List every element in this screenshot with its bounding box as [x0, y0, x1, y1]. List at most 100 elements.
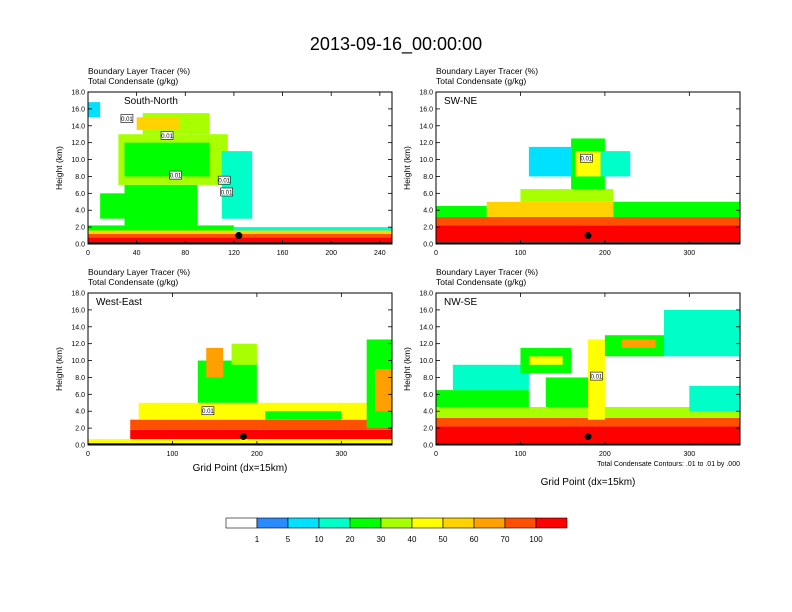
colorbar-label: 30 — [377, 535, 386, 544]
contour-label: 0.01 — [161, 134, 173, 140]
x-axis-label: Grid Point (dx=15km) — [193, 463, 288, 474]
tracer-band — [486, 201, 639, 217]
y-tick-label: 16.0 — [71, 106, 85, 113]
panel-label: West-East — [96, 297, 142, 308]
colorbar-swatch — [287, 517, 320, 529]
x-tick-label: 100 — [515, 451, 527, 458]
tracer-band — [88, 225, 234, 231]
tracer-band — [130, 429, 392, 440]
tracer-band — [88, 230, 392, 234]
panel-sw-ne: Boundary Layer Tracer (%)Total Condensat… — [402, 66, 741, 257]
colorbar-label: 100 — [529, 535, 543, 544]
colorbar-swatch — [411, 517, 444, 529]
x-tick-label: 0 — [434, 250, 438, 257]
y-tick-label: 8.0 — [75, 174, 85, 181]
x-tick-label: 300 — [683, 250, 695, 257]
y-tick-label: 4.0 — [75, 409, 85, 416]
page-title: 2013-09-16_00:00:00 — [310, 34, 482, 55]
y-tick-label: 0.0 — [423, 443, 433, 450]
panel-title-line: Total Condensate (g/kg) — [88, 76, 178, 86]
y-tick-label: 18.0 — [71, 90, 85, 97]
y-tick-label: 14.0 — [419, 123, 433, 130]
panel-south-north: Boundary Layer Tracer (%)Total Condensat… — [54, 66, 393, 257]
x-tick-label: 240 — [374, 250, 386, 257]
contour-label: 0.01 — [591, 375, 603, 381]
contour-label-box — [220, 187, 233, 197]
colorbar-swatch — [504, 517, 537, 529]
x-tick-label: 160 — [277, 250, 289, 257]
colorbar-label: 60 — [470, 535, 479, 544]
location-marker — [235, 232, 243, 240]
y-tick-label: 6.0 — [75, 191, 85, 198]
tracer-band — [600, 151, 631, 177]
tracer-band — [88, 237, 392, 243]
x-tick-label: 200 — [251, 451, 263, 458]
x-tick-label: 200 — [325, 250, 337, 257]
x-tick-label: 100 — [515, 250, 527, 257]
tracer-band — [436, 206, 487, 217]
colorbar-swatch — [318, 517, 351, 529]
colorbar-swatch — [225, 517, 258, 529]
tracer-band — [130, 419, 392, 430]
colorbar-label: 40 — [408, 535, 417, 544]
y-tick-label: 18.0 — [71, 291, 85, 298]
y-tick-label: 16.0 — [419, 307, 433, 314]
plot-frame — [435, 292, 741, 446]
panel-title-line: Boundary Layer Tracer (%) — [88, 66, 190, 76]
location-marker — [239, 433, 247, 441]
y-tick-label: 12.0 — [71, 341, 85, 348]
terrain — [88, 242, 392, 244]
y-tick-label: 14.0 — [419, 324, 433, 331]
tracer-band — [136, 117, 180, 130]
colorbar-swatch — [256, 517, 289, 529]
y-tick-label: 0.0 — [423, 242, 433, 249]
tracer-band — [124, 184, 198, 226]
tracer-band — [265, 411, 342, 420]
tracer-band — [664, 309, 740, 357]
tracer-band — [221, 151, 253, 219]
tracer-band — [528, 356, 563, 365]
x-tick-label: 300 — [335, 451, 347, 458]
tracer-band — [545, 377, 588, 407]
tracer-band — [452, 364, 529, 391]
panel-title-line: Boundary Layer Tracer (%) — [436, 267, 538, 277]
panel-label: NW-SE — [444, 297, 477, 308]
y-axis-label: Height (km) — [402, 146, 412, 190]
panel-title-line: Total Condensate (g/kg) — [88, 277, 178, 287]
tracer-band — [88, 439, 392, 444]
y-tick-label: 4.0 — [423, 409, 433, 416]
tracer-band — [124, 142, 210, 177]
tracer-band — [528, 146, 572, 177]
field-layer: 0.01 — [436, 138, 740, 244]
y-tick-label: 10.0 — [419, 157, 433, 164]
panel-nw-se: Boundary Layer Tracer (%)Total Condensat… — [402, 267, 741, 488]
panel-title-line: Boundary Layer Tracer (%) — [436, 66, 538, 76]
colorbar-label: 50 — [439, 535, 448, 544]
plot-frame — [87, 91, 393, 245]
y-tick-label: 12.0 — [419, 341, 433, 348]
tracer-band — [689, 385, 740, 412]
tracer-band — [436, 390, 529, 407]
x-tick-label: 120 — [228, 250, 240, 257]
contour-label-box — [120, 114, 134, 123]
contour-label: 0.01 — [202, 409, 214, 415]
y-tick-label: 12.0 — [419, 140, 433, 147]
y-tick-label: 18.0 — [419, 90, 433, 97]
y-tick-label: 6.0 — [423, 191, 433, 198]
contour-label-box — [201, 406, 215, 416]
y-tick-label: 6.0 — [423, 392, 433, 399]
contour-label-box — [160, 131, 174, 140]
tracer-band — [233, 227, 392, 231]
tracer-band — [88, 102, 101, 118]
colorbar-swatch — [535, 517, 568, 529]
y-tick-label: 4.0 — [75, 208, 85, 215]
field-layer: 0.01 0.01 0.01 0.01 0.01 — [88, 102, 392, 244]
panel-west-east: Boundary Layer Tracer (%)Total Condensat… — [54, 267, 393, 474]
location-marker — [584, 232, 592, 240]
x-tick-label: 200 — [599, 451, 611, 458]
tracer-band — [436, 216, 740, 226]
colorbar-swatch — [442, 517, 475, 529]
y-tick-label: 0.0 — [75, 443, 85, 450]
colorbar-swatch — [349, 517, 382, 529]
terrain — [436, 242, 740, 244]
